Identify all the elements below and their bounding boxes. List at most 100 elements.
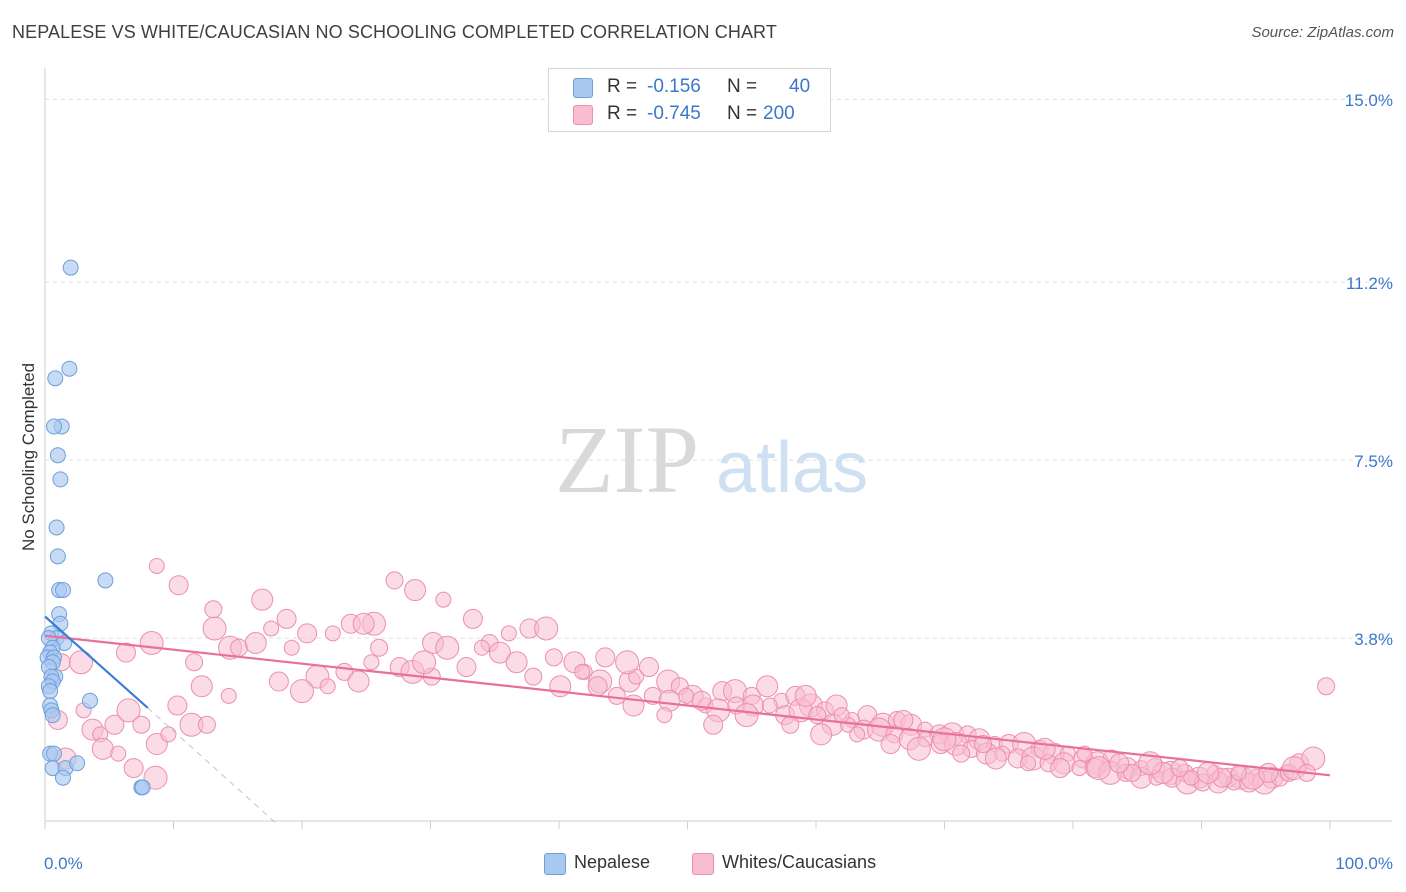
data-point-whites — [1138, 751, 1163, 776]
data-point-whites — [263, 620, 280, 637]
data-point-whites — [220, 687, 237, 704]
y-tick-label: 15.0% — [1345, 91, 1393, 110]
data-point-whites — [544, 648, 563, 667]
data-point-whites — [893, 709, 914, 730]
data-point-whites — [1033, 737, 1056, 760]
legend-n-label: N = — [727, 76, 758, 97]
data-point-whites — [185, 653, 204, 672]
data-point-whites — [276, 608, 297, 629]
data-point-whites — [139, 630, 164, 655]
data-point-whites — [794, 684, 817, 707]
data-point-whites — [104, 714, 125, 735]
data-point-nepalese — [54, 582, 71, 599]
data-point-whites — [132, 715, 151, 734]
data-point-whites — [761, 697, 778, 714]
data-point-nepalese — [52, 471, 69, 488]
data-point-whites — [984, 747, 1007, 770]
data-point-whites — [167, 695, 188, 716]
data-point-whites — [1071, 760, 1088, 777]
x-tick-label: 100.0% — [1335, 854, 1393, 873]
data-point-whites — [1086, 756, 1111, 781]
data-point-whites — [952, 744, 971, 763]
data-point-whites — [781, 715, 800, 734]
data-point-whites — [160, 726, 177, 743]
data-point-nepalese — [49, 548, 66, 565]
data-point-whites — [456, 657, 477, 678]
data-point-nepalese — [97, 572, 114, 589]
data-point-whites — [932, 727, 957, 752]
data-point-whites — [370, 638, 389, 657]
trend-line-nepalese-extension — [147, 707, 277, 824]
data-point-nepalese — [44, 707, 61, 724]
bottom-legend-label-nepalese: Nepalese — [574, 852, 651, 872]
data-point-whites — [148, 557, 165, 574]
gridlines — [45, 98, 1392, 639]
data-point-whites — [678, 687, 695, 704]
data-point-whites — [462, 608, 483, 629]
data-point-whites — [435, 635, 460, 660]
data-point-whites — [1230, 764, 1247, 781]
data-point-whites — [363, 654, 380, 671]
data-point-whites — [244, 631, 267, 654]
data-point-nepalese — [49, 447, 66, 464]
data-point-whites — [574, 663, 591, 680]
legend-swatch-whites — [573, 105, 593, 125]
y-axis-label: No Schooling Completed — [19, 363, 38, 551]
data-point-whites — [352, 612, 375, 635]
legend-r-label: R = — [607, 76, 638, 97]
data-point-whites — [587, 676, 608, 697]
data-point-whites — [595, 647, 616, 668]
data-point-whites — [297, 623, 318, 644]
data-point-whites — [473, 639, 490, 656]
data-point-whites — [1317, 677, 1336, 696]
data-point-nepalese — [45, 418, 62, 435]
data-point-whites — [833, 707, 850, 724]
data-point-whites — [435, 591, 452, 608]
data-point-whites — [1109, 753, 1130, 774]
data-point-whites — [324, 625, 341, 642]
data-point-whites — [656, 707, 673, 724]
data-point-whites — [143, 765, 168, 790]
data-point-nepalese — [48, 519, 65, 536]
data-point-whites — [91, 737, 114, 760]
data-point-whites — [123, 758, 144, 779]
data-point-nepalese — [45, 745, 62, 762]
data-point-whites — [347, 670, 370, 693]
data-point-whites — [290, 679, 314, 704]
data-point-whites — [500, 625, 517, 642]
chart-title: NEPALESE VS WHITE/CAUCASIAN NO SCHOOLING… — [12, 22, 777, 42]
trend-line-nepalese — [44, 615, 149, 709]
y-tick-label: 3.8% — [1354, 630, 1393, 649]
legend-n-label: N = — [727, 103, 758, 124]
bottom-legend-swatch-nepalese — [544, 853, 566, 875]
data-point-whites — [1123, 763, 1142, 782]
data-point-whites — [849, 726, 866, 743]
legend-n-value: 200 — [763, 103, 795, 124]
data-point-whites — [488, 641, 511, 664]
data-point-whites — [615, 650, 640, 675]
data-point-whites — [268, 671, 289, 692]
data-point-whites — [385, 571, 404, 590]
data-point-whites — [283, 639, 300, 656]
tick-labels: 3.8% 7.5% 11.2% 15.0% 0.0% 100.0% — [44, 91, 1393, 873]
data-point-whites — [115, 642, 136, 663]
data-point-whites — [404, 579, 427, 602]
trend-line-whites — [44, 634, 1331, 777]
data-point-whites — [734, 703, 759, 728]
data-point-whites — [906, 736, 931, 761]
data-point-whites — [204, 600, 223, 619]
data-point-whites — [1196, 761, 1219, 784]
data-point-nepalese — [47, 370, 64, 387]
source-label: Source: ZipAtlas.com — [1251, 24, 1394, 41]
trend-lines — [44, 615, 1331, 824]
data-point-whites — [1050, 758, 1071, 779]
data-point-whites — [190, 675, 213, 698]
data-point-nepalese — [54, 769, 71, 786]
y-tick-label: 7.5% — [1354, 452, 1393, 471]
legend-swatch-nepalese — [573, 78, 593, 98]
data-point-whites — [197, 715, 216, 734]
data-point-whites — [974, 735, 993, 754]
y-tick-label: 11.2% — [1346, 274, 1393, 293]
correlation-legend: R = -0.156 N = 40 R = -0.745 N = 200 — [548, 68, 831, 132]
data-point-whites — [703, 714, 724, 735]
